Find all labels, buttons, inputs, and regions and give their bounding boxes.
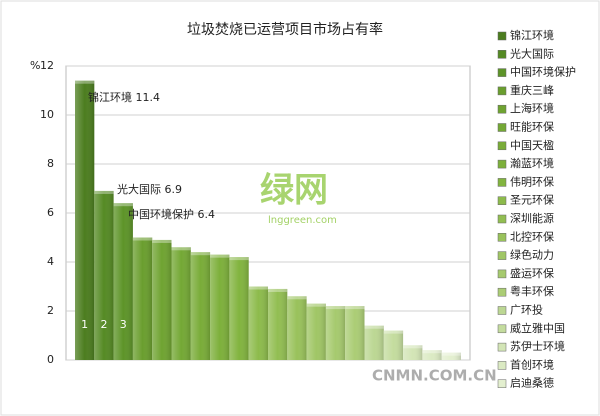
chart-title: 垃圾焚烧已运营项目市场占有率 xyxy=(187,21,383,38)
bar-top xyxy=(325,306,346,310)
bar-shine xyxy=(306,303,326,360)
bar-top xyxy=(75,80,95,84)
annotation: 光大国际 6.9 xyxy=(117,182,182,196)
bar-top xyxy=(210,254,230,258)
bar-top xyxy=(94,190,114,194)
bar-top xyxy=(268,288,288,292)
bar-shine xyxy=(210,254,230,360)
bar-top xyxy=(383,330,404,334)
legend-swatch xyxy=(497,379,507,388)
legend-swatch xyxy=(497,306,507,315)
bar-shine xyxy=(190,252,211,360)
legend-label: 中国天楹 xyxy=(510,138,554,152)
legend-swatch xyxy=(497,342,507,352)
bar-shine xyxy=(345,306,365,360)
legend-swatch xyxy=(497,159,507,169)
bar-shine xyxy=(441,352,461,360)
legend-swatch xyxy=(497,123,507,132)
rank-label: 3 xyxy=(120,318,127,331)
bar-shine xyxy=(152,239,172,360)
legend-label: 苏伊士环境 xyxy=(510,339,565,353)
legend-label: 绿色动力 xyxy=(510,248,554,262)
legend-swatch xyxy=(497,196,507,205)
annotation: 中国环境保护 6.4 xyxy=(128,207,215,221)
legend-label: 广环投 xyxy=(510,303,543,317)
legend-label: 启迪桑德 xyxy=(510,376,554,390)
bar-shine xyxy=(403,345,423,360)
rank-label: 1 xyxy=(81,318,88,331)
y-tick-label: 0 xyxy=(47,353,54,366)
legend-swatch xyxy=(497,104,507,114)
bar-top xyxy=(190,252,211,256)
legend-label: 重庆三峰 xyxy=(510,83,554,97)
bar-top xyxy=(113,203,133,207)
bar-shine xyxy=(287,296,307,360)
legend-label: 威立雅中国 xyxy=(510,321,565,335)
y-tick-label: 12 xyxy=(40,59,54,72)
bar-top xyxy=(364,325,384,329)
bar-top xyxy=(171,247,191,251)
bar-shine xyxy=(94,190,114,360)
bar-top xyxy=(248,286,268,290)
legend-swatch xyxy=(497,214,507,224)
legend-swatch xyxy=(497,68,507,77)
bar-top xyxy=(403,345,423,349)
bar-shine xyxy=(75,80,95,360)
bar-shine xyxy=(422,350,442,360)
bar-top xyxy=(287,296,307,300)
bar-shine xyxy=(113,203,133,360)
watermark: 绿网 xyxy=(260,171,328,211)
bar-top xyxy=(306,303,326,307)
legend-label: 盛运环保 xyxy=(510,266,554,280)
bar-top xyxy=(345,306,365,310)
legend-swatch xyxy=(497,251,507,260)
y-tick-label: 10 xyxy=(40,108,54,121)
y-tick-label: 6 xyxy=(47,206,54,219)
bar-shine xyxy=(248,286,268,360)
legend-swatch xyxy=(497,178,507,187)
watermark: lnggreen.com xyxy=(268,215,337,226)
bar-shine xyxy=(229,257,249,360)
bar-shine xyxy=(171,247,191,360)
legend-swatch xyxy=(497,86,507,96)
y-unit: % xyxy=(30,59,40,72)
annotation: 锦江环境 11.4 xyxy=(88,90,160,104)
bar-top xyxy=(152,239,172,243)
legend-label: 中国环境保护 xyxy=(510,65,576,79)
legend-label: 首创环境 xyxy=(510,357,554,371)
legend-swatch xyxy=(497,50,507,59)
legend-swatch xyxy=(497,233,507,242)
legend-swatch xyxy=(497,31,507,41)
y-tick-label: 8 xyxy=(47,157,54,170)
bar-shine xyxy=(325,306,346,360)
legend-swatch xyxy=(497,361,507,370)
bar-shine xyxy=(132,237,153,360)
legend-label: 上海环境 xyxy=(510,101,554,115)
rank-label: 2 xyxy=(100,318,107,331)
legend-label: 锦江环境 xyxy=(510,28,554,42)
legend-label: 北控环保 xyxy=(510,229,554,243)
bar-top xyxy=(229,257,249,261)
legend-label: 瀚蓝环境 xyxy=(510,156,554,170)
y-tick-label: 4 xyxy=(47,255,54,268)
bar-top xyxy=(441,352,461,356)
watermark: CNMN.COM.CN xyxy=(372,367,497,385)
bar-top xyxy=(132,237,153,241)
legend-swatch xyxy=(497,269,507,279)
bar-shine xyxy=(268,288,288,360)
legend-swatch xyxy=(497,141,507,151)
legend-label: 圣元环保 xyxy=(510,193,554,207)
legend-label: 旺能环保 xyxy=(510,120,554,134)
legend-swatch xyxy=(497,324,507,334)
bar-top xyxy=(422,350,442,354)
legend-label: 光大国际 xyxy=(510,46,554,60)
legend-label: 粤丰环保 xyxy=(510,284,554,298)
bar-shine xyxy=(383,330,404,360)
legend-swatch xyxy=(497,287,507,297)
bar-shine xyxy=(364,325,384,360)
legend-label: 深圳能源 xyxy=(510,211,554,225)
y-tick-label: 2 xyxy=(47,304,54,317)
legend-label: 伟明环保 xyxy=(510,174,554,188)
